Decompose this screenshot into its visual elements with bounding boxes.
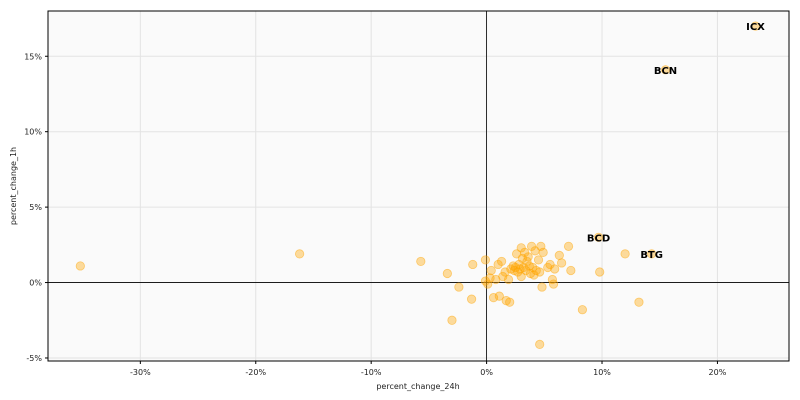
data-point xyxy=(480,255,491,265)
y-tick-label: -5% xyxy=(26,354,42,363)
reference-lines xyxy=(48,11,789,361)
data-point xyxy=(533,255,544,265)
data-point xyxy=(523,252,533,262)
data-point xyxy=(634,297,644,307)
data-point xyxy=(488,293,499,303)
x-axis-label: percent_change_24h xyxy=(376,382,459,391)
x-tick-label: -10% xyxy=(361,368,382,377)
data-point xyxy=(468,259,478,270)
data-point xyxy=(416,256,426,267)
data-point xyxy=(516,271,526,282)
data-points xyxy=(75,21,761,350)
point-labels: ICX BCN BCD BTG xyxy=(587,22,765,261)
x-tick-label: 0% xyxy=(480,368,493,377)
y-tick-label: 5% xyxy=(29,203,42,212)
data-point xyxy=(505,297,515,307)
point-label-bcn: BCN xyxy=(654,66,677,77)
data-point xyxy=(498,271,508,282)
data-point xyxy=(537,282,547,292)
data-point xyxy=(494,291,504,301)
point-label-icx: ICX xyxy=(746,22,765,33)
data-point xyxy=(503,274,514,285)
data-point xyxy=(442,268,452,279)
data-point xyxy=(538,247,548,257)
data-point xyxy=(620,249,630,259)
point-label-btg: BTG xyxy=(640,250,663,261)
data-point xyxy=(529,270,539,280)
data-point xyxy=(500,267,510,277)
x-axis-ticks: -30% -20% -10% 0% 10% 20% xyxy=(130,361,727,377)
data-point xyxy=(454,282,464,292)
data-point xyxy=(660,65,671,75)
plot-frame xyxy=(47,10,790,362)
y-tick-label: 0% xyxy=(29,279,42,288)
data-point xyxy=(486,265,496,276)
point-label-bcd: BCD xyxy=(587,233,610,244)
data-point xyxy=(566,265,576,276)
y-tick-label: 10% xyxy=(24,128,42,137)
data-point xyxy=(485,273,495,283)
y-tick-label: 15% xyxy=(24,52,42,61)
data-point xyxy=(595,267,605,277)
data-point xyxy=(750,21,761,31)
data-point xyxy=(557,258,567,268)
data-point xyxy=(647,249,657,259)
data-point xyxy=(548,279,559,289)
grid-lines xyxy=(48,11,789,361)
x-tick-label: -20% xyxy=(245,368,266,377)
plot-background xyxy=(48,11,789,361)
data-point xyxy=(466,294,477,304)
x-tick-label: -30% xyxy=(130,368,151,377)
data-point xyxy=(535,339,545,350)
data-point xyxy=(550,264,560,274)
data-point xyxy=(75,261,85,271)
data-point xyxy=(295,249,305,259)
data-point xyxy=(497,256,507,267)
y-axis-label: percent_change_1h xyxy=(9,147,18,225)
y-axis-ticks: -5% 0% 5% 10% 15% xyxy=(24,52,48,363)
data-point xyxy=(554,250,564,260)
data-point xyxy=(535,267,545,277)
data-point xyxy=(563,241,574,251)
data-point xyxy=(447,315,457,325)
x-tick-label: 10% xyxy=(593,368,611,377)
data-point xyxy=(593,232,604,242)
data-point xyxy=(577,305,587,315)
x-tick-label: 20% xyxy=(709,368,727,377)
